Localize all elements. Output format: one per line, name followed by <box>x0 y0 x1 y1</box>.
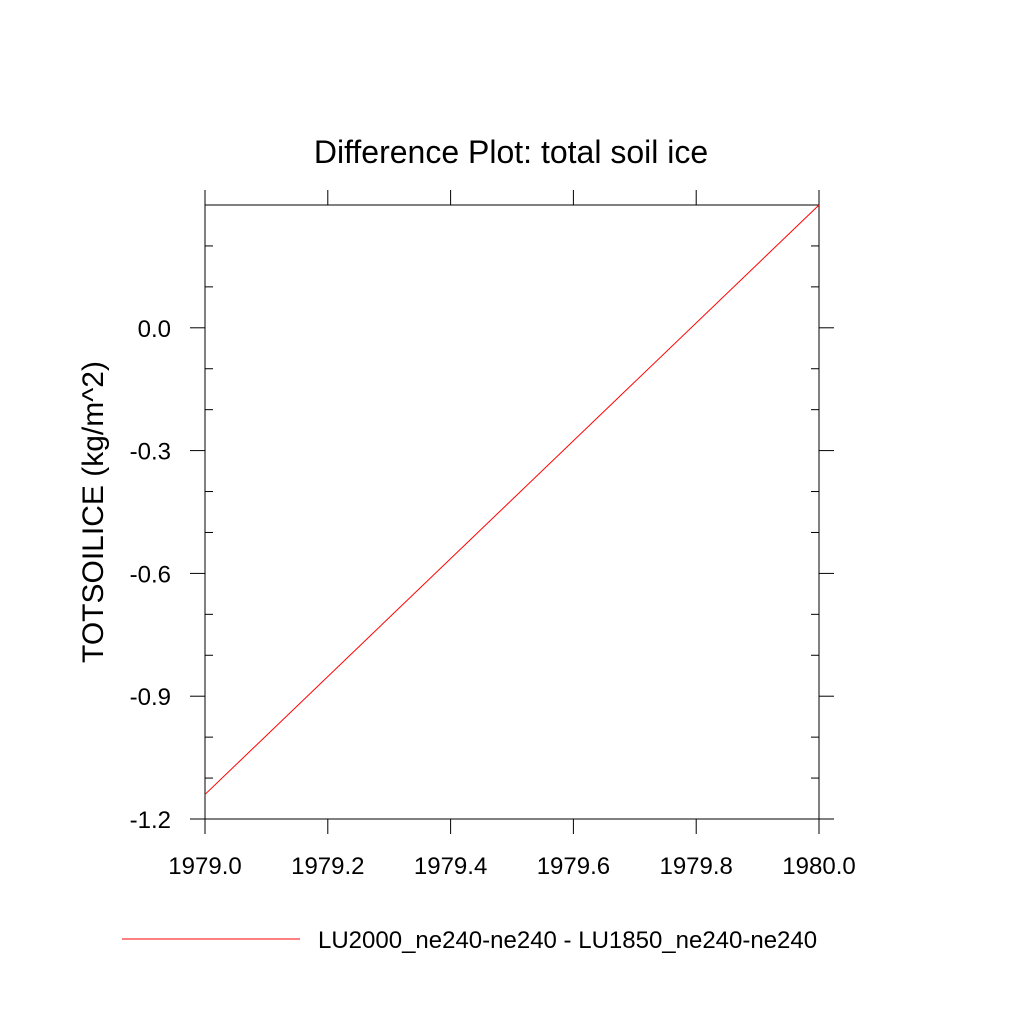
x-tick-label: 1980.0 <box>782 853 855 880</box>
x-tick-label: 1979.4 <box>414 853 487 880</box>
x-tick-label: 1979.0 <box>168 853 241 880</box>
x-tick-label: 1979.8 <box>659 853 732 880</box>
series-line-0 <box>204 204 820 795</box>
y-tick-label: -0.3 <box>130 439 171 466</box>
x-tick-label: 1979.2 <box>291 853 364 880</box>
y-tick-label: -0.6 <box>130 561 171 588</box>
x-tick-labels: 1979.0 1979.2 1979.4 1979.6 1979.8 1980.0 <box>168 853 855 880</box>
y-tick-label: -1.2 <box>130 807 171 834</box>
series-layer <box>204 204 820 795</box>
legend: LU2000_ne240-ne240 - LU1850_ne240-ne240 <box>122 927 817 954</box>
y-axis-title: TOTSOILICE (kg/m^2) <box>77 361 110 663</box>
x-tick-label: 1979.6 <box>537 853 610 880</box>
legend-label: LU2000_ne240-ne240 - LU1850_ne240-ne240 <box>318 927 817 954</box>
plot-area <box>190 190 834 834</box>
plot-frame <box>204 204 820 820</box>
y-tick-label: 0.0 <box>138 316 171 343</box>
chart-title: Difference Plot: total soil ice <box>314 134 708 170</box>
y-tick-label: -0.9 <box>130 684 171 711</box>
minor-ticks <box>205 204 819 779</box>
major-ticks <box>190 190 834 834</box>
y-tick-labels: -1.2 -0.9 -0.6 -0.3 0.0 <box>130 316 171 834</box>
